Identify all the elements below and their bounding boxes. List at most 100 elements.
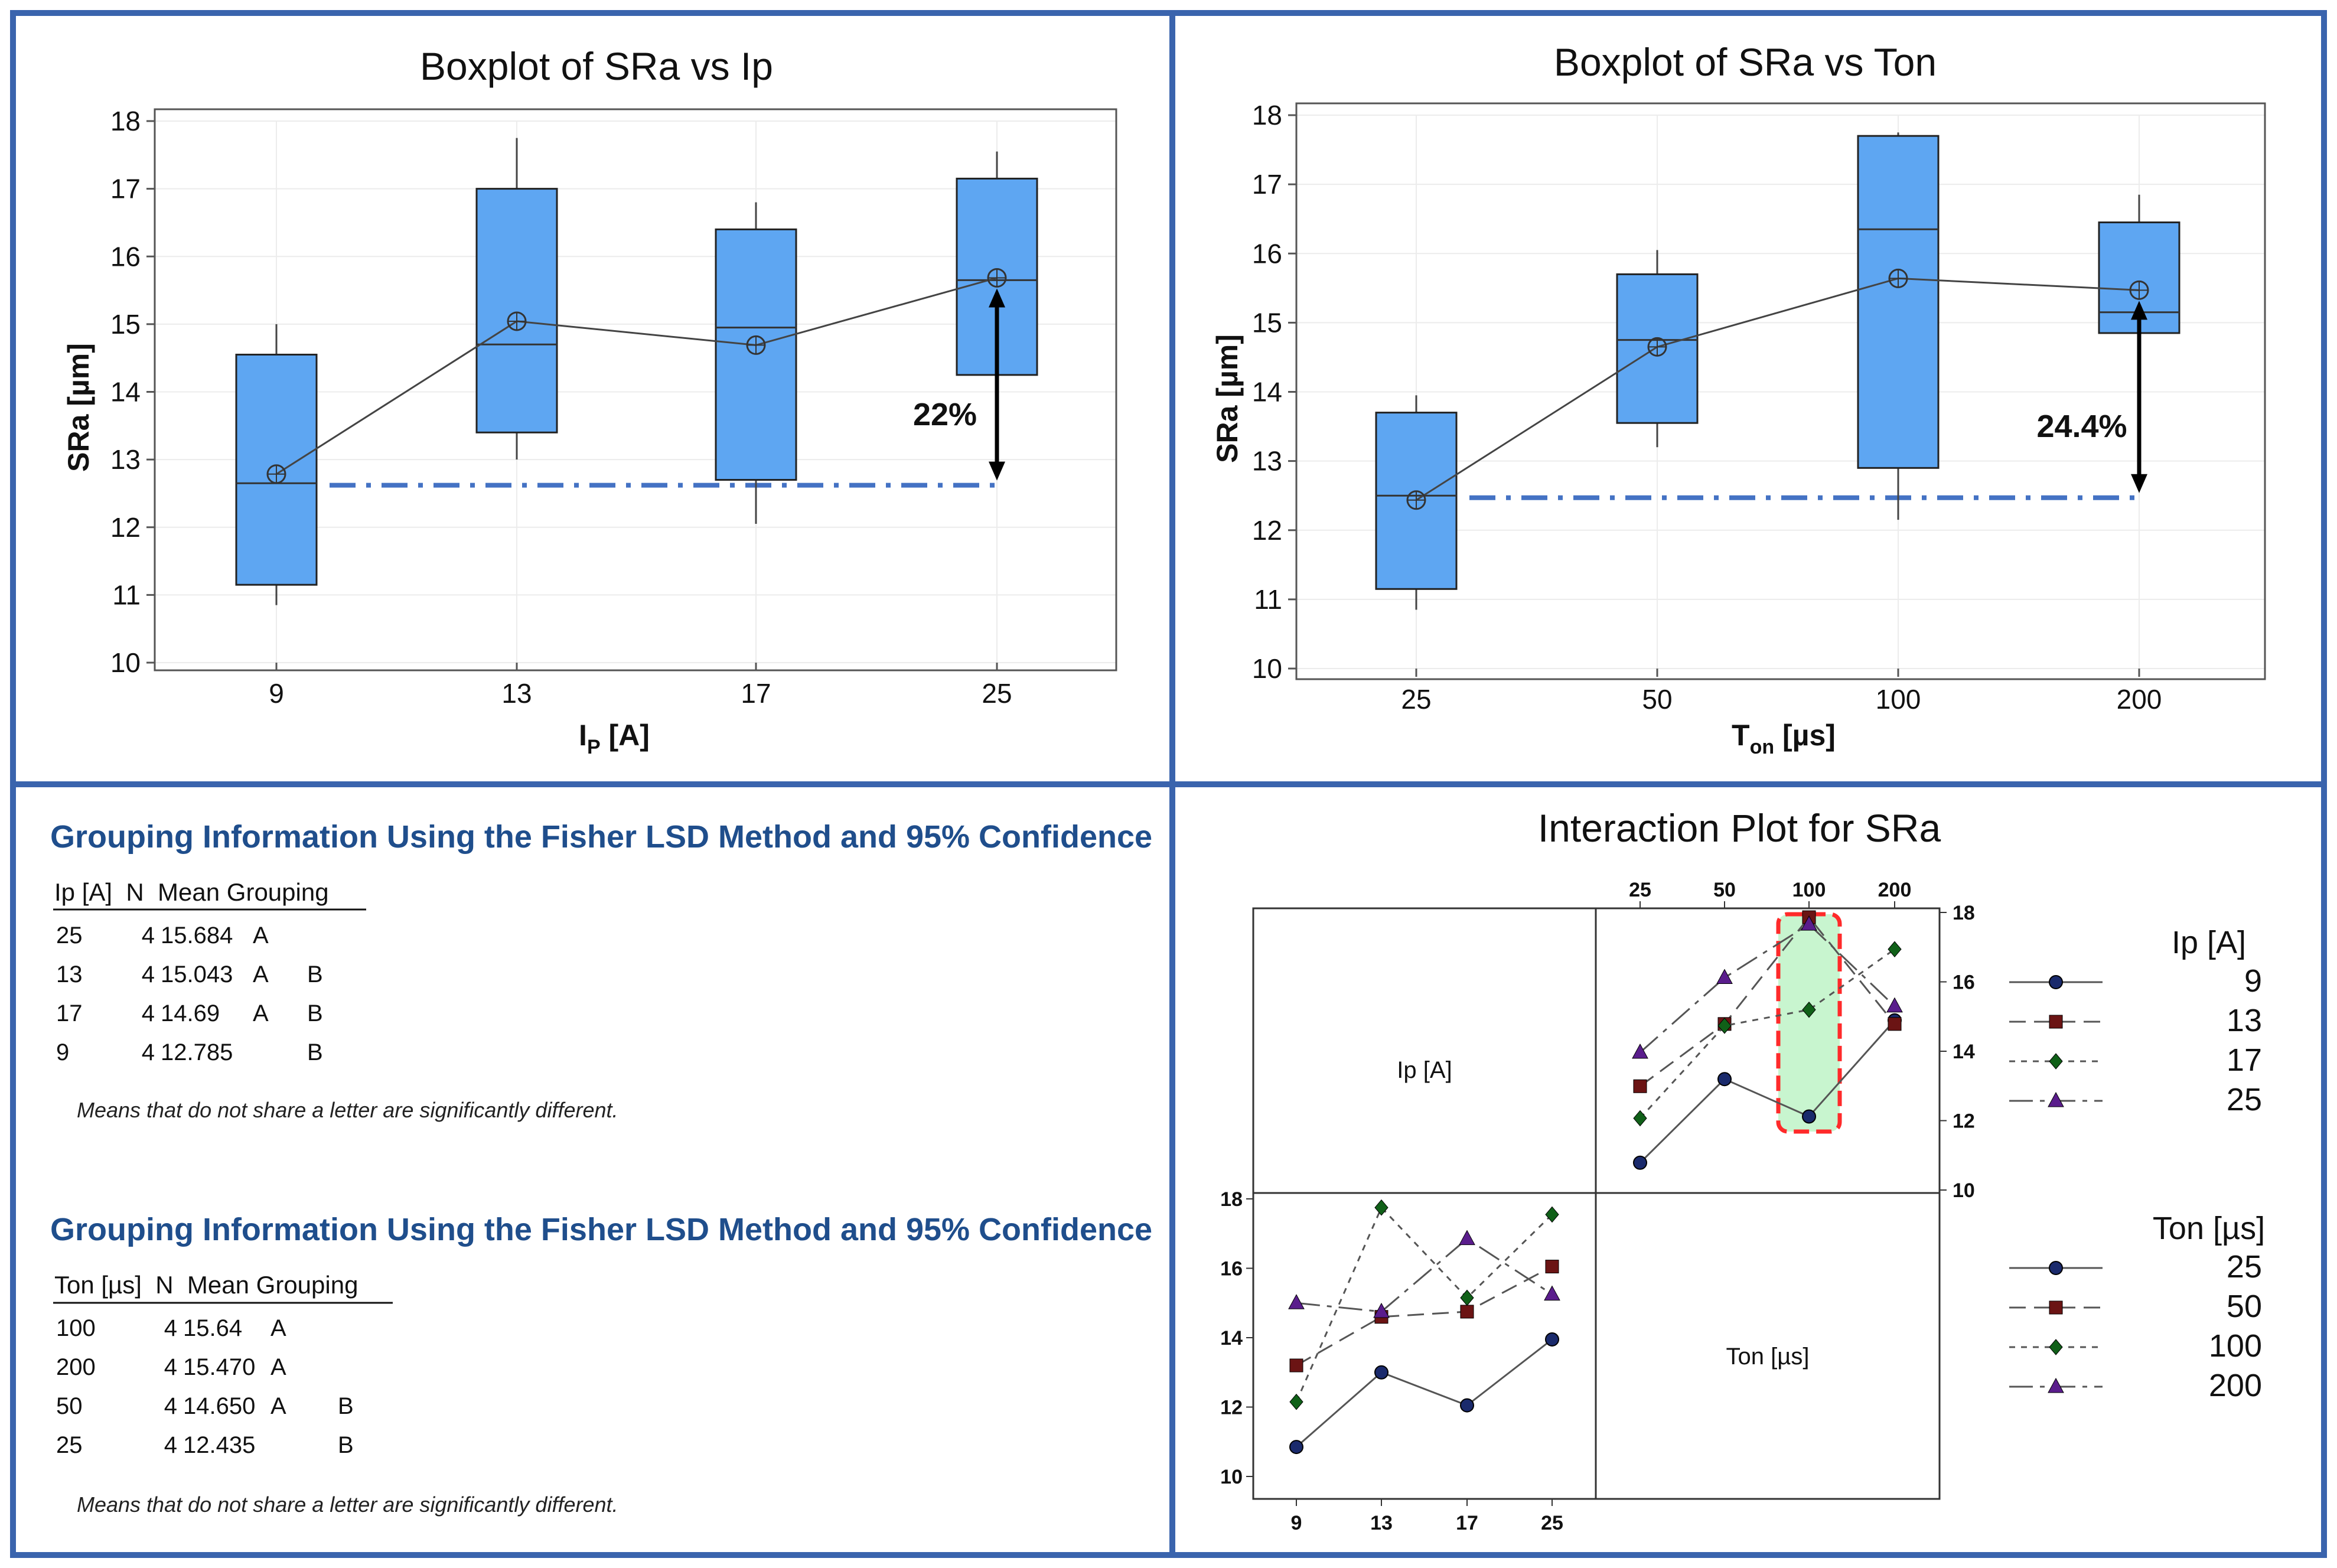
table-note-ip: Means that do not share a letter are sig… [77, 1098, 618, 1122]
arrow-head-down [2131, 474, 2147, 493]
top-tick-label: 50 [1713, 879, 1736, 901]
table-cell-n: 4 [142, 922, 155, 948]
table-cell-n: 4 [164, 1393, 177, 1419]
legend-label: 9 [2244, 963, 2262, 999]
top-tick-label: 200 [1878, 879, 1912, 901]
left-tick-label: 14 [1220, 1327, 1243, 1349]
y-tick-label: 16 [110, 241, 141, 272]
y-tick-label: 16 [1252, 238, 1282, 269]
point-marker [1460, 1305, 1474, 1319]
point-marker [1374, 1199, 1388, 1216]
y-tick-label: 11 [1254, 584, 1282, 615]
boxplot-ip-x-ticks: 9 13 17 25 [269, 663, 1012, 709]
point-marker [1459, 1230, 1475, 1246]
series-line-25 [1296, 1338, 1553, 1448]
boxplot-ton-title: Boxplot of SRa vs Ton [1554, 40, 1937, 84]
point-marker [1888, 1017, 1902, 1031]
boxplot-ip-xlabel: IP [A] [579, 719, 650, 758]
bottom-tick-label: 25 [1541, 1512, 1563, 1534]
xlabel-space [1774, 719, 1782, 752]
point-marker [1633, 1155, 1647, 1170]
y-tick-label: 17 [110, 174, 141, 204]
table-cell-g2: B [338, 1432, 354, 1458]
point-marker [1802, 1109, 1816, 1124]
table-cell-n: 4 [164, 1354, 177, 1380]
table-cell-mean: 14.650 [183, 1393, 255, 1419]
table-cell-level: 200 [56, 1354, 96, 1380]
mean-connect-line [276, 277, 998, 475]
xlabel-sub: P [587, 736, 601, 758]
table-cell-n: 4 [142, 961, 155, 987]
y-tick-label: 12 [110, 512, 141, 543]
legend-label: 50 [2227, 1289, 2262, 1324]
point-marker [1289, 1358, 1303, 1373]
boxplot-ip-title: Boxplot of SRa vs Ip [420, 44, 773, 88]
boxplot-ip-ylabel: SRa [µm] [62, 343, 95, 472]
boxplot-ip-annotation: 22% [913, 397, 977, 432]
point-marker [2049, 1015, 2063, 1029]
diag-label-ton: Ton [µs] [1726, 1344, 1810, 1370]
series-line-25 [1640, 923, 1896, 1054]
y-tick-label: 18 [1252, 100, 1282, 131]
series-line-9 [1639, 1019, 1896, 1163]
point-marker [1545, 1260, 1559, 1274]
point-marker [1289, 1440, 1303, 1455]
boxplot-ip-arrow [989, 288, 1005, 481]
right-tick-label: 10 [1953, 1179, 1975, 1202]
y-tick-label: 12 [1252, 515, 1282, 546]
y-tick-label: 13 [110, 444, 141, 475]
point-marker [1374, 1365, 1388, 1380]
grouping-table-ton: Grouping Information Using the Fisher LS… [50, 1212, 1152, 1517]
arrow-head-up [2131, 301, 2147, 320]
table-cell-level: 100 [56, 1315, 96, 1341]
boxplot-ip-y-ticks: 10 11 12 13 14 15 16 17 18 [110, 106, 155, 678]
point-marker [1545, 1206, 1559, 1223]
right-tick-label: 18 [1953, 902, 1975, 924]
bottom-tick-label: 13 [1370, 1512, 1393, 1534]
table-cell-level: 50 [56, 1393, 83, 1419]
xlabel-space [601, 719, 609, 752]
right-tick-label: 12 [1953, 1110, 1975, 1133]
boxplot-ip-mean-line [266, 268, 1007, 484]
point-marker [2049, 1300, 2063, 1315]
table-cell-mean: 14.69 [161, 1000, 220, 1026]
table-cell-mean: 12.785 [161, 1039, 233, 1065]
series-line-200 [1296, 1237, 1553, 1313]
boxplot-ton-arrow [2131, 301, 2147, 493]
right-tick-label: 16 [1953, 972, 1975, 994]
grouping-title-ton: Grouping Information Using the Fisher LS… [50, 1212, 1152, 1247]
boxplot-ton-x-ticks: 25 50 100 200 [1401, 669, 2162, 715]
y-tick-label: 14 [110, 377, 141, 408]
arrow-head-up [989, 288, 1005, 308]
box [1857, 135, 1940, 469]
table-cell-mean: 15.64 [183, 1315, 242, 1341]
table-cell-n: 4 [142, 1000, 155, 1026]
table-cell-mean: 15.684 [161, 922, 233, 948]
point-marker [1886, 997, 1903, 1013]
point-marker [2049, 1053, 2063, 1070]
series-line-13 [1640, 915, 1896, 1087]
point-marker [2049, 1261, 2063, 1275]
x-tick-label: 200 [2117, 684, 2162, 715]
legend-label: 200 [2209, 1368, 2262, 1403]
legend-label: 13 [2227, 1003, 2262, 1038]
point-marker [2048, 1377, 2064, 1393]
highlight-region [1776, 912, 1842, 1134]
series-line-50 [1296, 1266, 1553, 1367]
mean-connect-line [1416, 277, 2140, 501]
point-marker [1633, 1079, 1647, 1093]
point-marker [2049, 975, 2063, 989]
legend-label: 25 [2227, 1249, 2262, 1285]
series-line-17 [1639, 948, 1895, 1119]
table-cell-g2: B [307, 1000, 323, 1026]
table-cell-g1: A [253, 961, 269, 987]
table-cell-level: 25 [56, 1432, 83, 1458]
xlabel-sub: on [1750, 736, 1775, 758]
table-cell-level: 25 [56, 922, 83, 948]
left-tick-label: 12 [1220, 1397, 1243, 1419]
y-tick-label: 17 [1252, 169, 1282, 200]
bottom-tick-label: 9 [1291, 1512, 1302, 1534]
x-tick-label: 100 [1876, 684, 1921, 715]
legend-label: 25 [2227, 1082, 2262, 1117]
